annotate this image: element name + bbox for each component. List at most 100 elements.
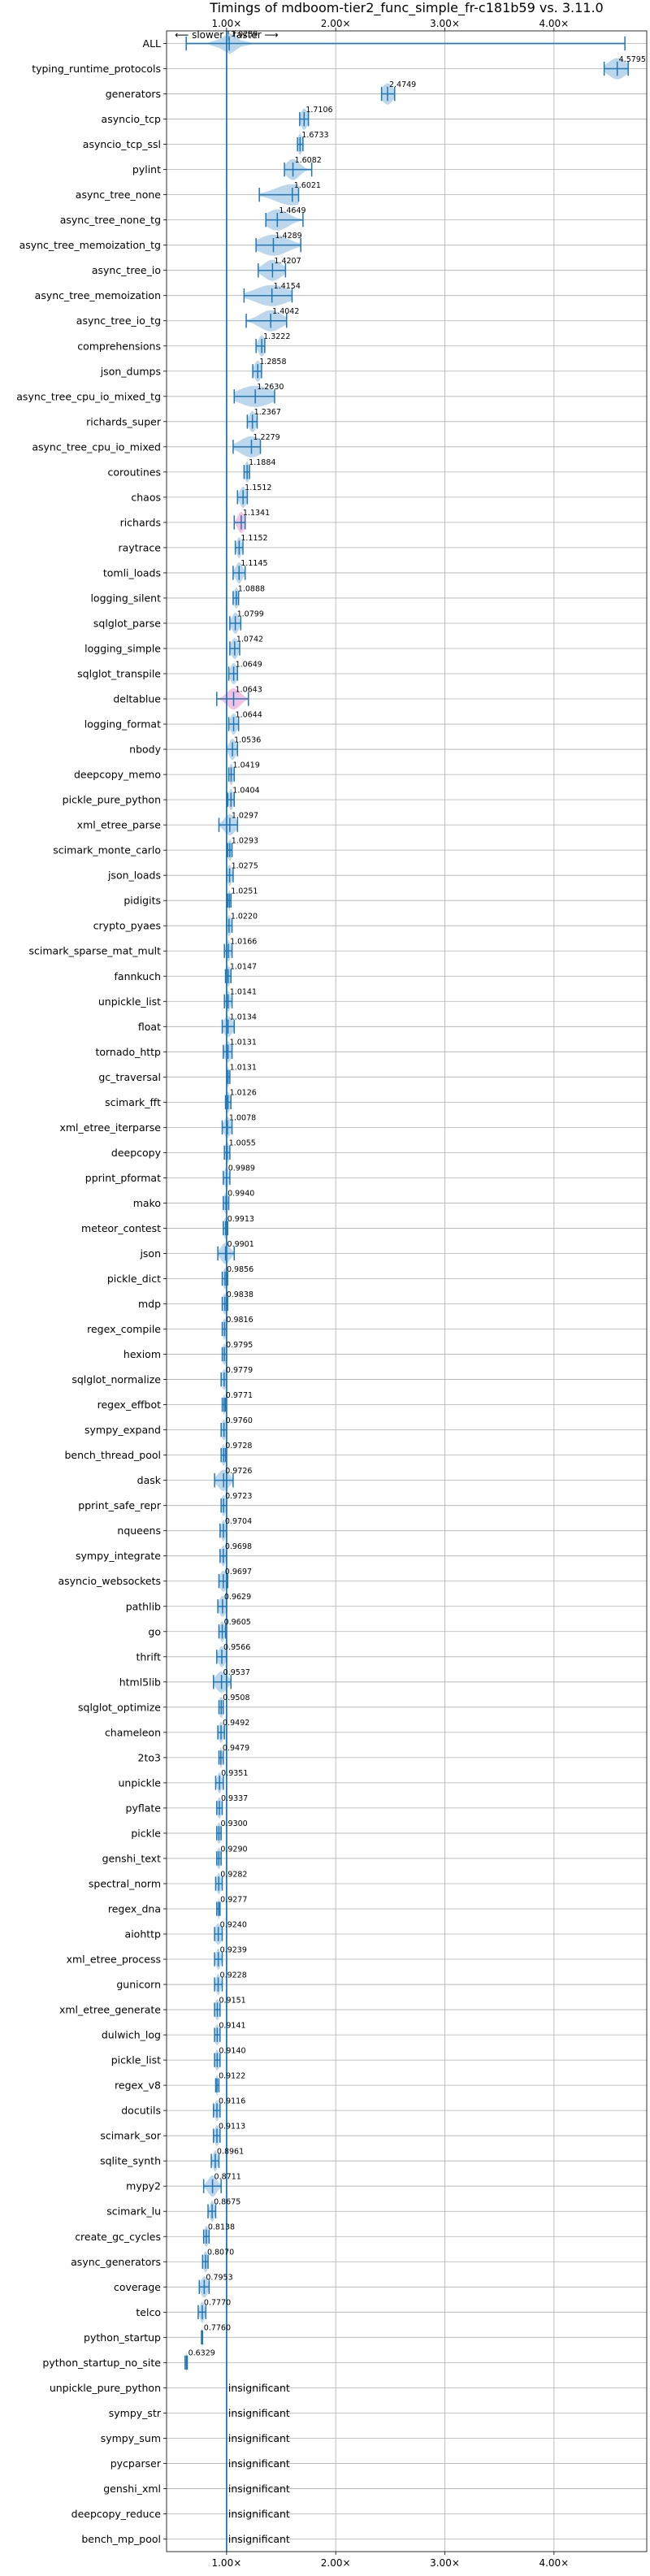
value-label: 0.9113 <box>219 2122 245 2131</box>
x-tick-label-top: 4.00× <box>539 18 569 29</box>
x-tick-label-top: 3.00× <box>430 18 460 29</box>
value-label: 0.9508 <box>223 1693 249 1702</box>
category-label: deepcopy <box>111 1147 162 1159</box>
value-label: 1.0147 <box>230 963 257 972</box>
value-label: 1.0166 <box>230 938 257 947</box>
category-label: deltablue <box>113 693 161 705</box>
category-label: telco <box>136 2306 161 2318</box>
value-label: 1.6082 <box>295 156 322 165</box>
category-label: sympy_expand <box>84 1424 161 1436</box>
value-label: 1.1884 <box>249 458 275 467</box>
value-label: 1.0126 <box>230 1089 257 1098</box>
category-label: logging_format <box>84 718 161 731</box>
value-label: 0.9140 <box>219 2046 245 2055</box>
value-label: 1.0220 <box>231 913 258 922</box>
value-label: 0.9122 <box>219 2071 245 2080</box>
value-label: 0.9901 <box>228 1240 254 1249</box>
value-label: 1.1512 <box>245 484 271 492</box>
category-label: pycparser <box>110 2457 162 2470</box>
value-label: 0.9795 <box>226 1341 253 1350</box>
value-label: 0.9913 <box>228 1215 254 1224</box>
x-tick-label-top: 1.00× <box>211 18 241 29</box>
category-label: ALL <box>143 37 162 50</box>
value-label: 0.9760 <box>226 1416 253 1425</box>
category-label: chameleon <box>105 1726 161 1738</box>
value-label: 0.9698 <box>225 1542 252 1551</box>
category-label: crypto_pyaes <box>93 920 161 932</box>
value-label: 1.4154 <box>274 282 301 291</box>
category-label: bench_mp_pool <box>81 2533 161 2545</box>
value-label: 0.9726 <box>225 1467 252 1476</box>
value-label: 0.9300 <box>220 1819 247 1828</box>
value-label: 0.9492 <box>223 1719 249 1728</box>
value-label: 0.9856 <box>227 1265 254 1274</box>
x-tick-label-bottom: 4.00× <box>539 2557 569 2569</box>
value-label: 1.0536 <box>234 735 261 744</box>
value-label: 0.7953 <box>206 2274 232 2283</box>
category-label: hexiom <box>124 1348 161 1360</box>
category-label: comprehensions <box>77 340 161 352</box>
category-label: scimark_lu <box>106 2205 161 2218</box>
category-label: pickle_list <box>111 2054 161 2066</box>
category-label: html5lib <box>119 1676 161 1688</box>
value-label: 1.0251 <box>231 887 258 896</box>
value-label: 0.9838 <box>227 1290 254 1299</box>
value-label: 1.0742 <box>236 635 263 644</box>
category-label: gc_traversal <box>98 1071 161 1083</box>
value-label: 1.0134 <box>230 1013 257 1022</box>
value-label: 1.4289 <box>275 232 301 241</box>
value-label: 0.9723 <box>225 1492 252 1501</box>
value-label: 1.2367 <box>254 408 281 417</box>
category-label: pidigits <box>124 895 161 907</box>
value-label: 0.9151 <box>219 1996 245 2005</box>
category-label: regex_dna <box>108 1902 161 1915</box>
category-label: mdp <box>138 1298 161 1310</box>
category-label: richards_super <box>86 415 162 427</box>
value-label: 0.9566 <box>223 1643 250 1652</box>
category-label: chaos <box>131 491 161 503</box>
category-label: aiohttp <box>125 1928 162 1941</box>
value-label: 0.9351 <box>221 1769 248 1778</box>
category-label: pprint_pformat <box>85 1172 161 1184</box>
category-label: coroutines <box>108 466 161 478</box>
x-tick-label-bottom: 3.00× <box>430 2557 460 2569</box>
category-label: thrift <box>136 1650 161 1663</box>
category-label: sympy_str <box>109 2407 162 2419</box>
value-label: 1.0644 <box>236 710 262 719</box>
category-label: pprint_safe_repr <box>78 1499 162 1511</box>
value-label: 1.0799 <box>237 609 264 618</box>
insignificant-label: insignificant <box>228 2533 290 2545</box>
value-label: 1.0275 <box>232 861 258 870</box>
category-label: logging_simple <box>84 642 161 654</box>
value-label: 1.0293 <box>232 836 258 845</box>
value-label: 1.6733 <box>301 131 328 140</box>
value-label: 0.9771 <box>226 1391 253 1400</box>
category-label: mako <box>133 1197 161 1209</box>
category-label: async_tree_cpu_io_mixed_tg <box>16 390 161 402</box>
value-label: 0.8675 <box>214 2198 240 2207</box>
category-label: async_tree_io <box>92 264 161 276</box>
marks-layer <box>184 31 629 2552</box>
value-label: 0.9116 <box>219 2097 245 2105</box>
category-label: json_dumps <box>100 365 161 377</box>
category-label: asyncio_websockets <box>58 1575 161 1587</box>
category-label: nqueens <box>117 1524 161 1537</box>
category-label: scimark_fft <box>105 1096 161 1108</box>
category-label: deepcopy_reduce <box>72 2508 162 2520</box>
category-label: sympy_sum <box>101 2432 161 2444</box>
category-label: regex_compile <box>87 1323 161 1335</box>
category-label: python_startup_no_site <box>42 2357 161 2369</box>
category-label: regex_v8 <box>115 2079 161 2092</box>
category-label: unpickle_list <box>98 995 161 1008</box>
value-label: 1.1152 <box>240 534 267 543</box>
value-label: 0.9629 <box>224 1593 251 1602</box>
category-label: deepcopy_memo <box>74 769 161 781</box>
value-label: 0.7770 <box>204 2299 231 2308</box>
category-label: xml_etree_process <box>67 1954 161 1966</box>
category-label: docutils <box>121 2105 161 2117</box>
category-label: spectral_norm <box>89 1877 161 1889</box>
category-label: raytrace <box>119 541 162 553</box>
x-tick-label-bottom: 2.00× <box>321 2557 351 2569</box>
x-tick-label-bottom: 1.00× <box>211 2557 241 2569</box>
